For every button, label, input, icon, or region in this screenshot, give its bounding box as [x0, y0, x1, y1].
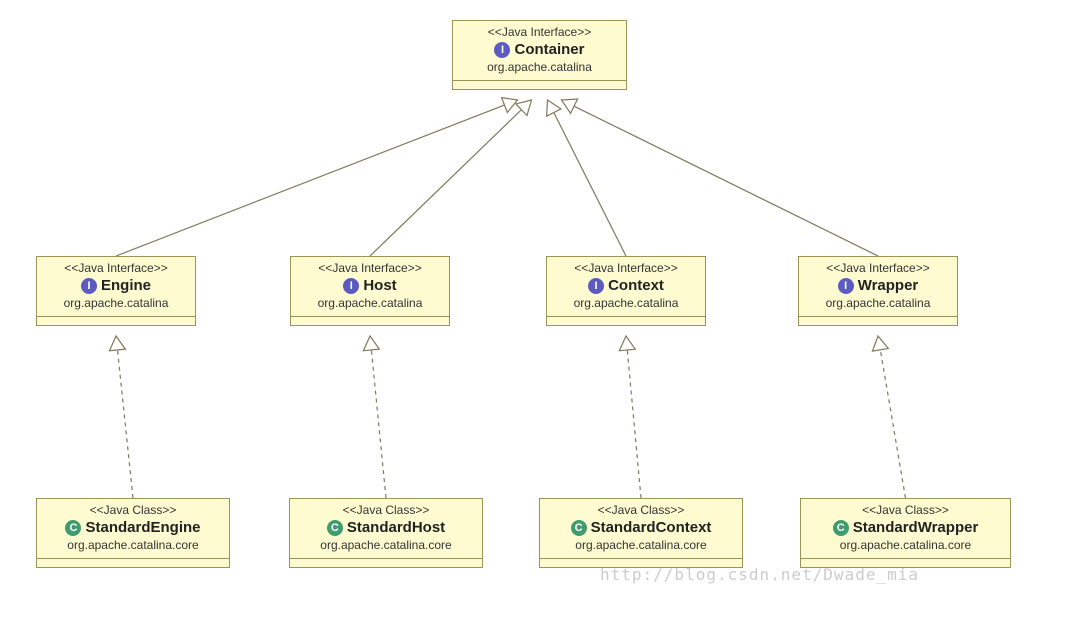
name-row: CStandardHost: [298, 519, 474, 536]
type-name: Engine: [101, 277, 151, 294]
uml-node-footer: [37, 317, 195, 325]
uml-node-header: <<Java Class>> CStandardEngine org.apache.…: [37, 499, 229, 559]
edge-line: [371, 350, 386, 498]
package-name: org.apache.catalina.core: [45, 538, 221, 552]
package-name: org.apache.catalina: [45, 296, 187, 310]
uml-node-host: <<Java Interface>> IHost org.apache.catali…: [290, 256, 450, 326]
class-icon: C: [327, 520, 343, 536]
edge-line: [117, 350, 133, 498]
stereotype-label: <<Java Interface>>: [461, 25, 618, 39]
uml-node-header: <<Java Class>> CStandardHost org.apache.ca…: [290, 499, 482, 559]
uml-node-stdHost: <<Java Class>> CStandardHost org.apache.ca…: [289, 498, 483, 568]
package-name: org.apache.catalina.core: [298, 538, 474, 552]
uml-node-stdContext: <<Java Class>> CStandardContext org.apache…: [539, 498, 743, 568]
uml-node-footer: [547, 317, 705, 325]
edge-arrowhead: [516, 100, 532, 115]
edge-arrowhead: [619, 336, 635, 351]
uml-node-footer: [291, 317, 449, 325]
package-name: org.apache.catalina: [299, 296, 441, 310]
package-name: org.apache.catalina: [807, 296, 949, 310]
uml-node-header: <<Java Interface>> IEngine org.apache.cata…: [37, 257, 195, 317]
type-name: Wrapper: [858, 277, 919, 294]
uml-node-context: <<Java Interface>> IContext org.apache.cat…: [546, 256, 706, 326]
edge-arrowhead: [363, 336, 379, 351]
uml-node-footer: [540, 559, 742, 567]
name-row: CStandardEngine: [45, 519, 221, 536]
stereotype-label: <<Java Interface>>: [807, 261, 949, 275]
class-icon: C: [833, 520, 849, 536]
name-row: IHost: [299, 277, 441, 294]
interface-icon: I: [588, 278, 604, 294]
uml-node-header: <<Java Interface>> IContainer org.apache.c…: [453, 21, 626, 81]
uml-node-container: <<Java Interface>> IContainer org.apache.c…: [452, 20, 627, 90]
name-row: CStandardContext: [548, 519, 734, 536]
package-name: org.apache.catalina.core: [809, 538, 1002, 552]
stereotype-label: <<Java Class>>: [45, 503, 221, 517]
type-name: Context: [608, 277, 664, 294]
class-icon: C: [571, 520, 587, 536]
type-name: StandardEngine: [85, 519, 200, 536]
edge-line: [627, 350, 641, 498]
edge-line: [370, 110, 521, 256]
edge-arrowhead: [502, 98, 518, 113]
uml-node-footer: [290, 559, 482, 567]
stereotype-label: <<Java Interface>>: [45, 261, 187, 275]
edge-line: [554, 113, 626, 256]
stereotype-label: <<Java Class>>: [809, 503, 1002, 517]
uml-node-footer: [801, 559, 1010, 567]
uml-node-footer: [453, 81, 626, 89]
uml-node-header: <<Java Interface>> IContext org.apache.cat…: [547, 257, 705, 317]
type-name: Host: [363, 277, 396, 294]
interface-icon: I: [81, 278, 97, 294]
stereotype-label: <<Java Interface>>: [555, 261, 697, 275]
stereotype-label: <<Java Class>>: [298, 503, 474, 517]
package-name: org.apache.catalina.core: [548, 538, 734, 552]
uml-node-stdWrapper: <<Java Class>> CStandardWrapper org.apache…: [800, 498, 1011, 568]
type-name: StandardWrapper: [853, 519, 979, 536]
interface-icon: I: [494, 42, 510, 58]
edge-line: [880, 350, 905, 498]
interface-icon: I: [838, 278, 854, 294]
edge-arrowhead: [872, 336, 888, 351]
edge-line: [116, 105, 504, 256]
package-name: org.apache.catalina: [555, 296, 697, 310]
class-icon: C: [65, 520, 81, 536]
edge-line: [574, 106, 878, 256]
uml-node-stdEngine: <<Java Class>> CStandardEngine org.apache.…: [36, 498, 230, 568]
uml-node-header: <<Java Interface>> IWrapper org.apache.cat…: [799, 257, 957, 317]
type-name: Container: [514, 41, 584, 58]
type-name: StandardHost: [347, 519, 445, 536]
edge-arrowhead: [562, 99, 578, 113]
uml-node-header: <<Java Interface>> IHost org.apache.catali…: [291, 257, 449, 317]
uml-node-footer: [37, 559, 229, 567]
type-name: StandardContext: [591, 519, 712, 536]
edge-arrowhead: [547, 100, 561, 116]
uml-node-wrapper: <<Java Interface>> IWrapper org.apache.cat…: [798, 256, 958, 326]
name-row: IContainer: [461, 41, 618, 58]
uml-node-footer: [799, 317, 957, 325]
name-row: IWrapper: [807, 277, 949, 294]
edge-arrowhead: [110, 336, 126, 351]
stereotype-label: <<Java Class>>: [548, 503, 734, 517]
interface-icon: I: [343, 278, 359, 294]
stereotype-label: <<Java Interface>>: [299, 261, 441, 275]
uml-node-header: <<Java Class>> CStandardContext org.apache…: [540, 499, 742, 559]
uml-node-engine: <<Java Interface>> IEngine org.apache.cata…: [36, 256, 196, 326]
uml-node-header: <<Java Class>> CStandardWrapper org.apache…: [801, 499, 1010, 559]
name-row: IEngine: [45, 277, 187, 294]
name-row: IContext: [555, 277, 697, 294]
package-name: org.apache.catalina: [461, 60, 618, 74]
name-row: CStandardWrapper: [809, 519, 1002, 536]
